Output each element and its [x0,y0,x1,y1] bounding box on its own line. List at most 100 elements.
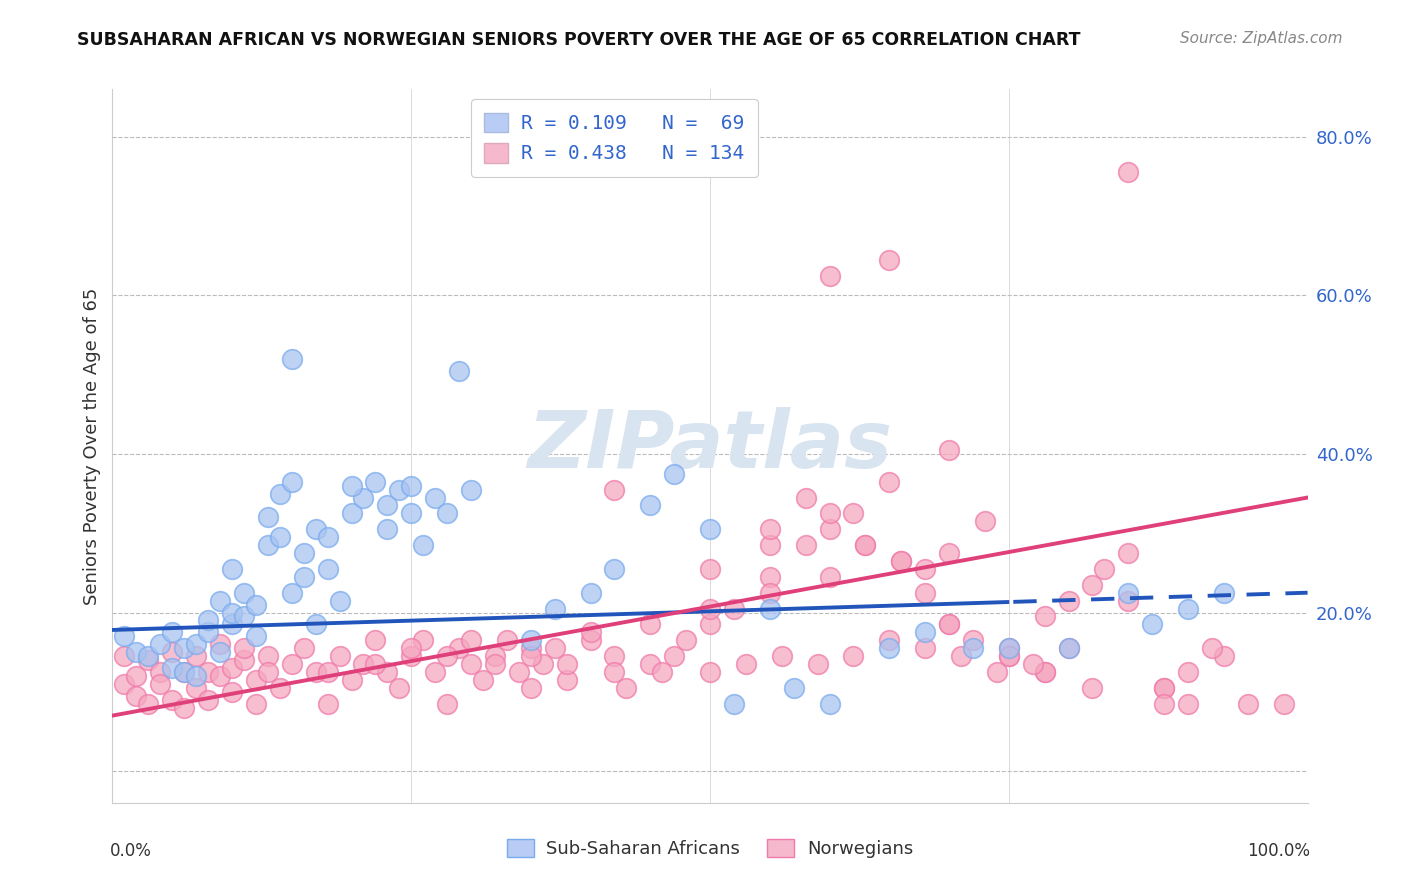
Point [186,681,208,695]
Point [186,649,208,664]
Point [579,633,602,648]
Point [162,645,183,659]
Point [245,598,267,612]
Point [460,633,482,648]
Point [436,697,458,711]
Point [352,491,374,505]
Point [794,491,817,505]
Point [555,673,578,687]
Point [699,617,721,632]
Point [759,601,782,615]
Point [162,625,183,640]
Point [818,522,841,536]
Point [221,661,243,675]
Point [436,507,458,521]
Point [1213,585,1236,599]
Point [520,649,543,664]
Point [818,570,841,584]
Point [640,617,662,632]
Point [388,681,411,695]
Point [855,538,877,552]
Point [162,692,183,706]
Point [759,585,782,599]
Point [1057,641,1080,656]
Point [269,486,291,500]
Point [879,633,901,648]
Point [520,641,543,656]
Point [292,641,315,656]
Point [664,649,686,664]
Point [1118,165,1140,179]
Point [305,617,328,632]
Point [1213,649,1236,664]
Point [209,593,232,607]
Point [842,649,865,664]
Point [723,697,745,711]
Point [603,665,626,679]
Point [579,625,602,640]
Text: 0.0%: 0.0% [110,842,152,860]
Point [388,483,411,497]
Point [364,475,387,489]
Point [197,614,219,628]
Point [245,673,267,687]
Point [329,649,352,664]
Point [616,681,638,695]
Point [962,641,984,656]
Point [759,570,782,584]
Point [138,653,160,667]
Point [425,665,447,679]
Point [377,499,399,513]
Point [364,657,387,671]
Point [735,657,758,671]
Point [149,637,172,651]
Text: 100.0%: 100.0% [1247,842,1310,860]
Point [162,661,183,675]
Point [1177,665,1199,679]
Point [938,442,960,457]
Point [281,475,304,489]
Point [377,522,399,536]
Point [352,657,374,671]
Point [950,649,973,664]
Point [447,364,470,378]
Point [257,538,280,552]
Point [723,601,745,615]
Point [603,483,626,497]
Point [998,641,1021,656]
Point [425,491,447,505]
Point [603,562,626,576]
Point [1177,601,1199,615]
Point [508,665,530,679]
Point [245,697,267,711]
Point [579,585,602,599]
Point [305,522,328,536]
Point [855,538,877,552]
Point [520,681,543,695]
Point [531,657,554,671]
Point [890,554,912,568]
Point [818,268,841,283]
Point [316,665,339,679]
Point [305,665,328,679]
Point [292,546,315,560]
Point [447,641,470,656]
Point [401,478,423,492]
Point [460,657,482,671]
Point [1237,697,1260,711]
Point [401,649,423,664]
Point [281,351,304,366]
Point [316,530,339,544]
Point [364,633,387,648]
Point [173,665,195,679]
Point [281,585,304,599]
Point [998,641,1021,656]
Point [186,637,208,651]
Point [998,649,1021,664]
Point [879,475,901,489]
Point [245,629,267,643]
Point [914,641,936,656]
Point [149,665,172,679]
Point [292,570,315,584]
Point [197,625,219,640]
